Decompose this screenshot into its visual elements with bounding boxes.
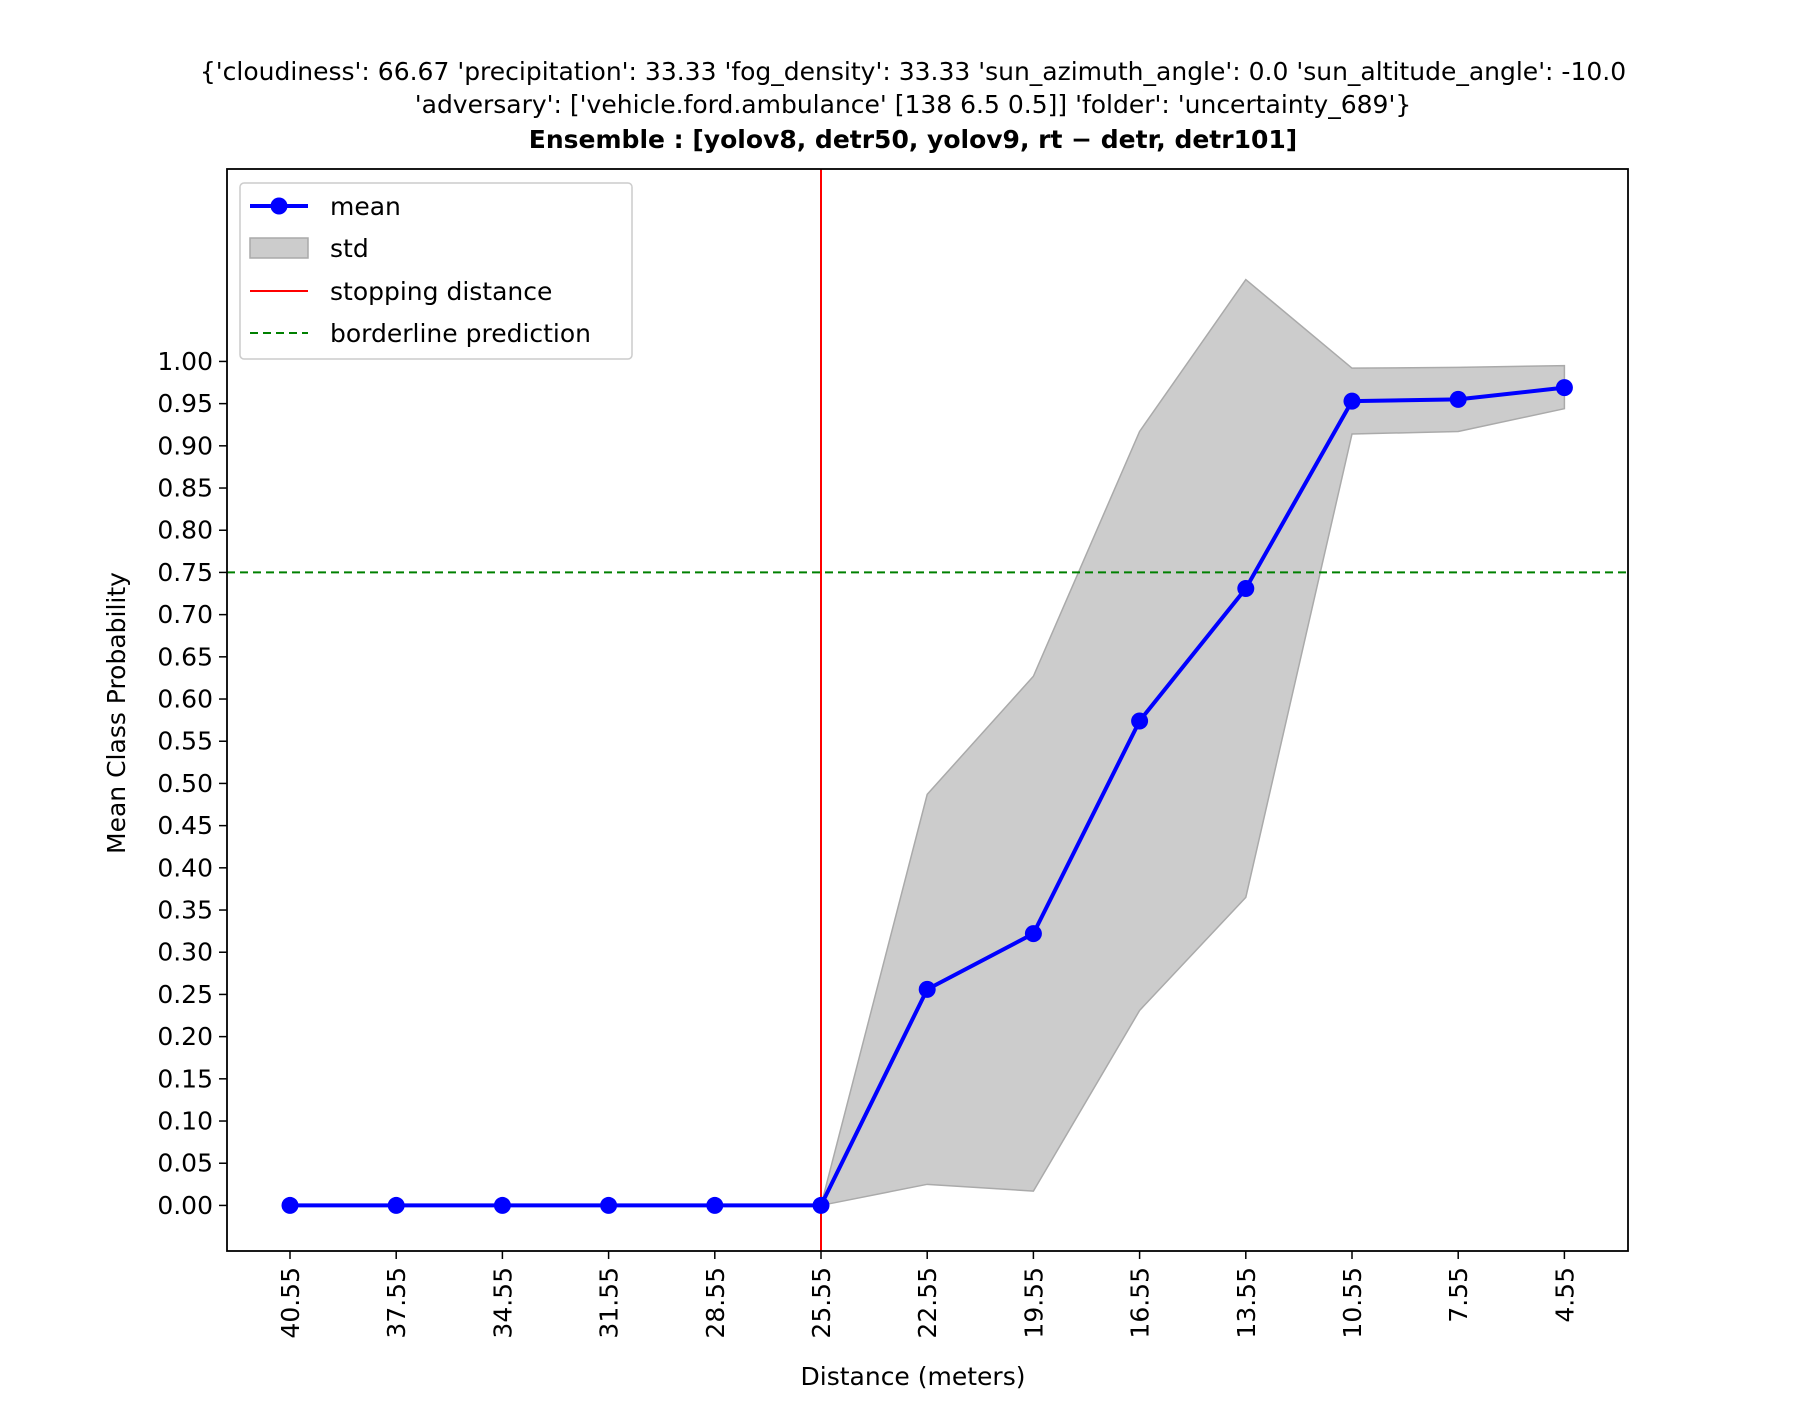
mean-point-10.55: [1343, 392, 1361, 410]
y-tick-label: 0.10: [157, 1107, 213, 1136]
y-axis-label: Mean Class Probability: [102, 572, 131, 854]
plot-area: 0.00 0.05 0.10 0.15 0.20 0.25 0.30 0.35 0.40 0.45…: [157, 168, 1629, 1339]
mean-point-37.55: [387, 1196, 405, 1214]
mean-point-25.55: [812, 1196, 830, 1214]
legend-label-3: borderline prediction: [330, 319, 591, 348]
x-tick-label: 4.55: [1550, 1267, 1579, 1323]
legend-label-2: stopping distance: [330, 277, 552, 306]
y-tick-label: 0.25: [157, 980, 213, 1009]
legend-label-1: std: [330, 234, 369, 263]
chart-subtitle: Ensemble : [yolov8, detr50, yolov9, rt −…: [529, 125, 1297, 154]
x-axis-label: Distance (meters): [801, 1362, 1026, 1391]
mean-point-16.55: [1131, 712, 1149, 730]
x-tick-label: 19.55: [1019, 1267, 1048, 1339]
legend-std-swatch: [249, 237, 309, 259]
y-tick-label: 0.30: [157, 938, 213, 967]
y-tick-label: 0.00: [157, 1191, 213, 1220]
y-tick-label: 0.80: [157, 516, 213, 545]
y-tick-label: 0.05: [157, 1149, 213, 1178]
y-tick-label: 0.60: [157, 685, 213, 714]
mean-point-31.55: [600, 1196, 618, 1214]
legend-label-0: mean: [330, 192, 401, 221]
y-tick-label: 0.65: [157, 642, 213, 671]
x-tick-label: 16.55: [1126, 1267, 1155, 1339]
y-tick-label: 0.50: [157, 769, 213, 798]
chart-title-line-1: {'cloudiness': 66.67 'precipitation': 33…: [200, 57, 1626, 86]
mean-point-22.55: [918, 980, 936, 998]
mean-point-34.55: [493, 1196, 511, 1214]
y-tick-label: 0.70: [157, 600, 213, 629]
x-tick-label: 37.55: [382, 1267, 411, 1339]
x-tick-label: 31.55: [595, 1267, 624, 1339]
y-tick-label: 0.55: [157, 727, 213, 756]
y-tick-label: 0.90: [157, 431, 213, 460]
x-tick-label: 25.55: [807, 1267, 836, 1339]
chart-title-line-2: 'adversary': ['vehicle.ford.ambulance' […: [415, 90, 1411, 119]
x-tick-label: 10.55: [1338, 1267, 1367, 1339]
x-tick-label: 22.55: [913, 1267, 942, 1339]
mean-point-4.55: [1555, 379, 1573, 397]
y-tick-label: 0.15: [157, 1064, 213, 1093]
y-tick-label: 0.35: [157, 896, 213, 925]
y-tick-label: 0.20: [157, 1022, 213, 1051]
x-tick-label: 40.55: [276, 1267, 305, 1339]
mean-point-28.55: [706, 1196, 724, 1214]
legend-box: [239, 182, 633, 360]
mean-point-7.55: [1449, 390, 1467, 408]
mean-point-19.55: [1024, 925, 1042, 943]
x-tick-label: 34.55: [488, 1267, 517, 1339]
std-band: [290, 278, 1566, 1207]
y-tick-label: 0.40: [157, 853, 213, 882]
x-tick-label: 28.55: [701, 1267, 730, 1339]
legend-mean-marker: [270, 197, 288, 215]
y-tick-label: 0.85: [157, 474, 213, 503]
y-tick-label: 0.75: [157, 558, 213, 587]
mean-point-13.55: [1237, 579, 1255, 597]
x-tick-label: 13.55: [1232, 1267, 1261, 1339]
mean-point-40.55: [281, 1196, 299, 1214]
y-tick-label: 1.00: [157, 347, 213, 376]
y-tick-label: 0.95: [157, 389, 213, 418]
x-tick-label: 7.55: [1444, 1267, 1473, 1323]
y-tick-label: 0.45: [157, 811, 213, 840]
